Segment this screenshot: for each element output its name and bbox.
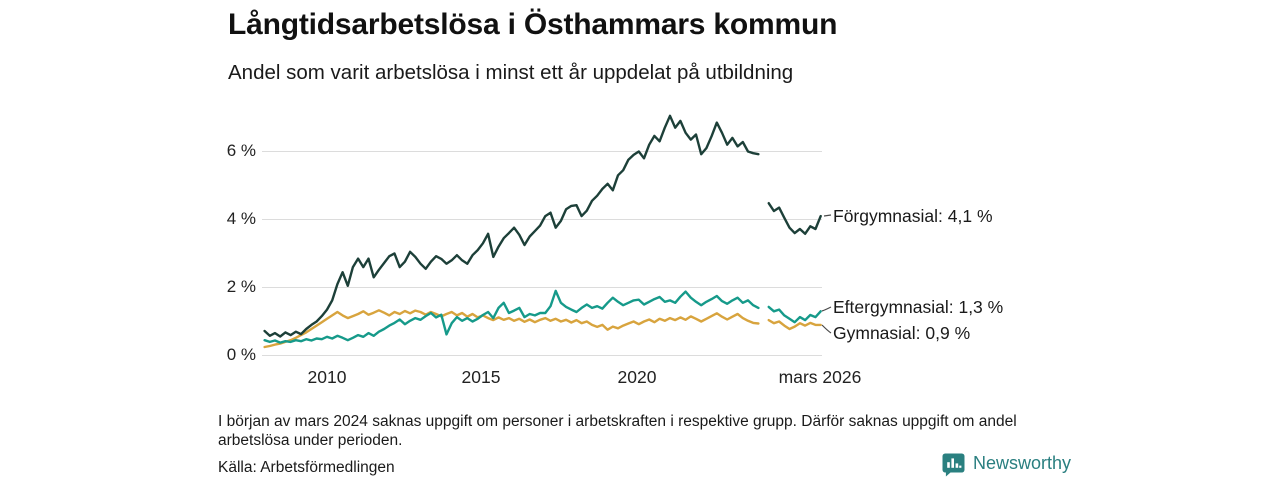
newsworthy-wordmark: Newsworthy	[973, 453, 1072, 473]
series-line-eftergymnasial	[263, 289, 760, 344]
y-tick-label-2: 2 %	[226, 277, 256, 296]
y-tick-label-4: 4 %	[226, 209, 256, 228]
x-tick-label-mars-2026: mars 2026	[778, 367, 862, 387]
newsworthy-bubble-chart-icon	[942, 453, 965, 477]
leader-line-eftergymnasial	[821, 306, 832, 312]
series-line-gymnasial	[263, 309, 760, 349]
series-label-gymnasial: Gymnasial: 0,9 %	[833, 323, 971, 343]
page-subtitle: Andel som varit arbetslösa i minst ett å…	[228, 61, 794, 84]
x-tick-label-2015: 2015	[461, 367, 501, 387]
source-label: Källa: Arbetsförmedlingen	[218, 459, 395, 476]
x-tick-label-2020: 2020	[617, 367, 657, 387]
series-line-förgymnasial	[767, 201, 822, 236]
x-tick-label-2010: 2010	[307, 367, 347, 387]
series-line-eftergymnasial	[767, 305, 822, 324]
leader-line-gymnasial	[821, 324, 832, 334]
newsworthy-logo: Newsworthy	[941, 451, 1081, 479]
y-tick-label-0: 0 %	[226, 345, 256, 364]
series-line-gymnasial	[767, 318, 822, 331]
leader-line-forgymnasial	[823, 214, 832, 217]
footnote: I början av mars 2024 saknas uppgift om …	[218, 413, 1017, 449]
series-line-förgymnasial	[263, 114, 760, 338]
series-label-forgymnasial: Förgymnasial: 4,1 %	[833, 206, 993, 226]
y-tick-label-6: 6 %	[226, 141, 256, 160]
page-title: Långtidsarbetslösa i Östhammars kommun	[228, 8, 838, 41]
series-label-eftergymnasial: Eftergymnasial: 1,3 %	[833, 297, 1004, 317]
